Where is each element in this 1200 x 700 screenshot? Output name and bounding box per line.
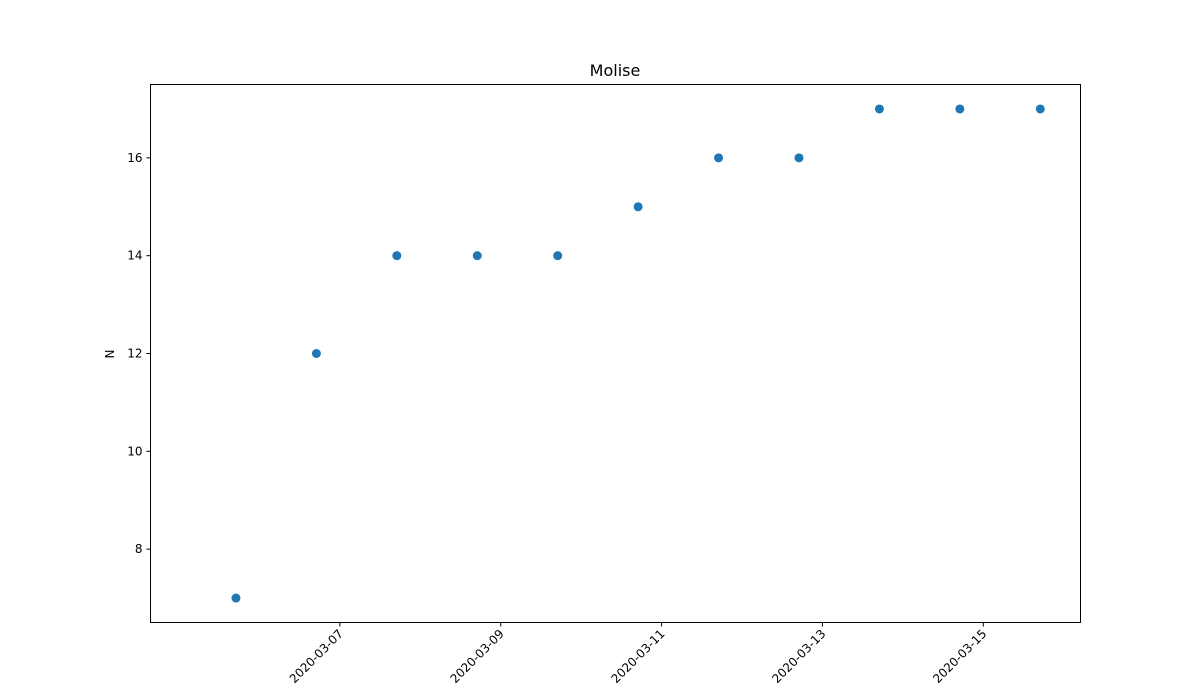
x-tick-label: 2020-03-13: [769, 627, 828, 686]
data-point: [231, 593, 241, 603]
data-point: [1035, 104, 1045, 114]
data-point: [794, 153, 804, 163]
y-tick-label: 10: [127, 444, 142, 458]
data-point: [714, 153, 724, 163]
x-tick-label: 2020-03-11: [608, 627, 667, 686]
data-point: [553, 251, 563, 261]
y-tick-label: 16: [127, 151, 142, 165]
y-axis-label: N: [103, 350, 117, 359]
data-point: [874, 104, 884, 114]
x-tick-label: 2020-03-09: [448, 627, 507, 686]
y-tick-label: 14: [127, 249, 142, 263]
data-point: [633, 202, 643, 212]
data-points: [231, 104, 1045, 603]
data-point: [955, 104, 965, 114]
data-point: [472, 251, 482, 261]
y-tick-label: 12: [127, 347, 142, 361]
chart-title: Molise: [590, 61, 641, 80]
data-point: [392, 251, 402, 261]
y-tick-label: 8: [135, 542, 143, 556]
plot-area-frame: [150, 84, 1081, 623]
x-tick-label: 2020-03-07: [287, 627, 346, 686]
data-point: [311, 349, 321, 358]
x-axis: 2020-03-07 2020-03-09 2020-03-11 2020-03-13…: [287, 622, 989, 686]
x-tick-label: 2020-03-15: [930, 627, 989, 686]
y-axis: 8 10 12 14 16: [127, 151, 151, 556]
